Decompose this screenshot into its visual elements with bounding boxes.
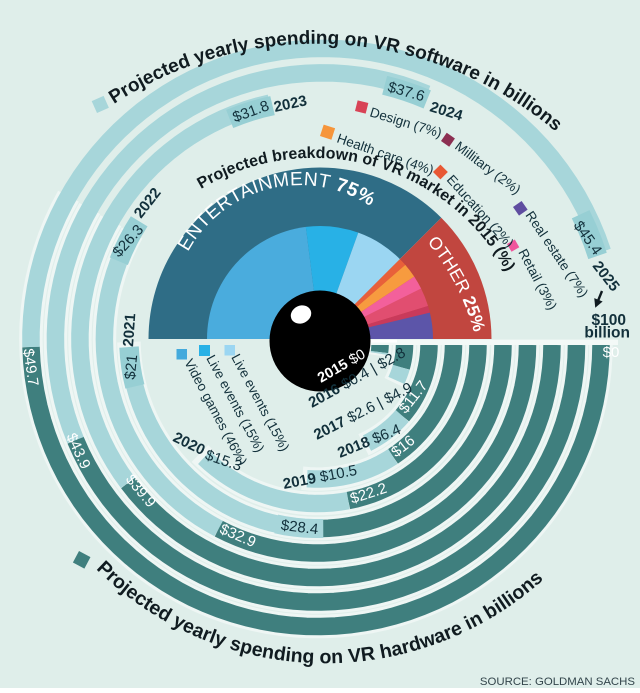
svg-text:$0: $0: [603, 344, 620, 361]
svg-text:2023: 2023: [272, 92, 308, 116]
svg-text:$28.4: $28.4: [280, 517, 319, 538]
svg-text:billion: billion: [584, 325, 630, 342]
svg-text:$49.7: $49.7: [19, 348, 41, 388]
svg-text:SOURCE: GOLDMAN SACHS: SOURCE: GOLDMAN SACHS: [480, 676, 635, 688]
svg-text:$21: $21: [122, 354, 142, 381]
svg-text:$100: $100: [592, 312, 626, 329]
svg-text:2021: 2021: [120, 313, 139, 347]
